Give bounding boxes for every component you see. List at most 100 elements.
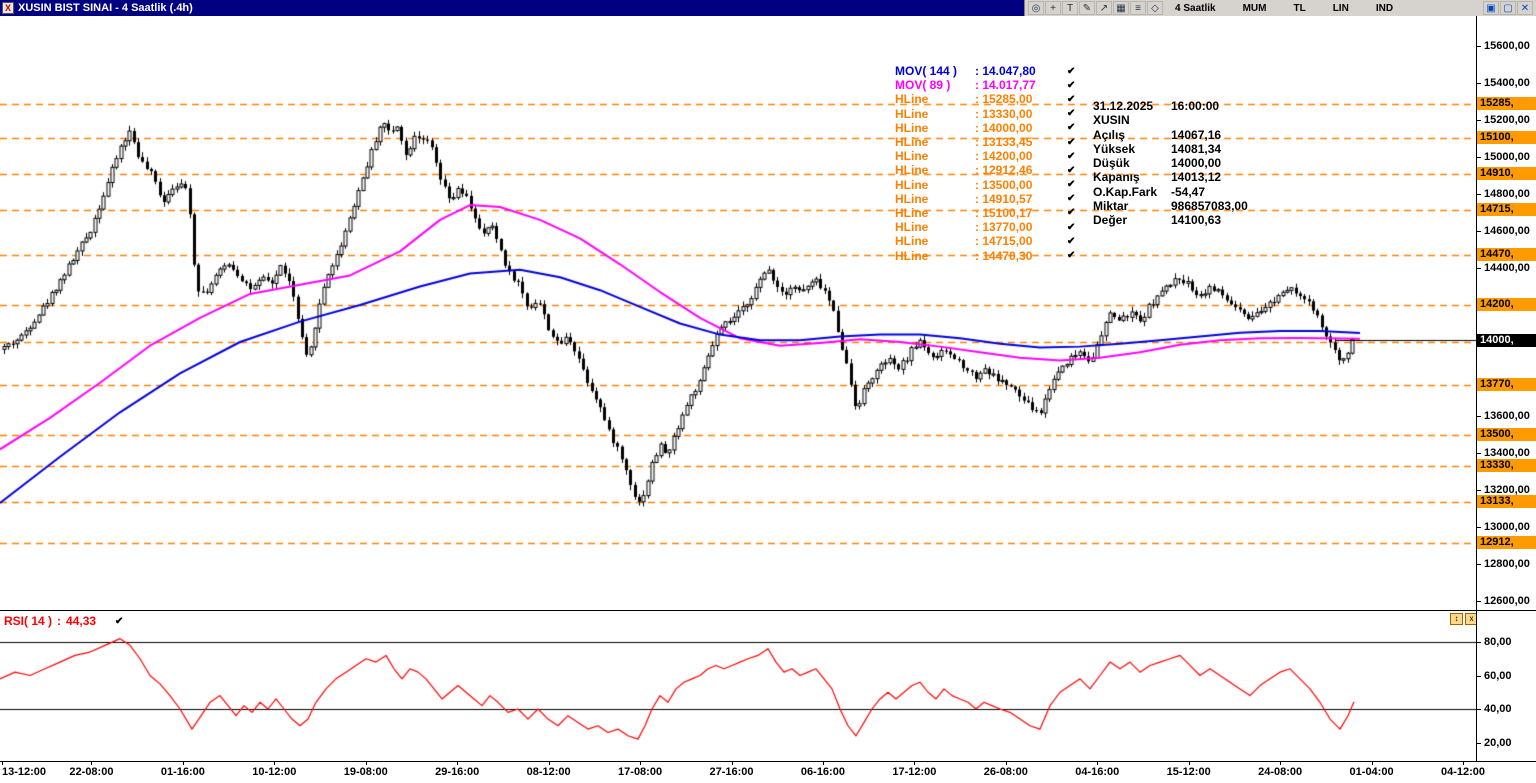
legend-label: HLine xyxy=(895,220,929,235)
settings-icon[interactable]: ◇ xyxy=(1147,1,1163,15)
rsi-axis[interactable]: 80,00 60,00 40,00 20,00 xyxy=(1476,611,1536,761)
price-tick xyxy=(1477,490,1481,491)
price-tick xyxy=(1477,194,1481,195)
rsi-chart-canvas[interactable] xyxy=(0,611,1476,761)
legend-row-hline-9[interactable]: HLine: 15100,17 ✔ xyxy=(895,206,1075,220)
indicator-edit-icon[interactable]: ✔ xyxy=(115,615,124,627)
time-tick xyxy=(1280,762,1281,765)
indicator-edit-icon[interactable]: ✔ xyxy=(1067,235,1076,247)
price-label: 13400,00 xyxy=(1484,447,1530,459)
text-tool-icon[interactable]: T xyxy=(1062,1,1078,15)
draw-tool-icon[interactable]: ✎ xyxy=(1079,1,1095,15)
window-titlebar: X XUSIN BIST SINAI - 4 Saatlik (.4h) ◎ + T… xyxy=(0,0,1536,16)
legend-row-mov-89[interactable]: MOV( 89 ): 14.017,77 ✔ xyxy=(895,78,1075,92)
hline-price-label: 12912, xyxy=(1477,536,1536,550)
legend-row-hline-8[interactable]: HLine: 14910,57 ✔ xyxy=(895,192,1075,206)
main-chart-canvas[interactable] xyxy=(0,16,1476,610)
indicator-select[interactable]: IND xyxy=(1375,2,1394,14)
ohlc-info-box: 31.12.2025 16:00:00 XUSIN Açılış 14067,16 Yük… xyxy=(1093,99,1248,228)
rsi-restore-button[interactable]: ↕ xyxy=(1450,613,1463,625)
legend-value: : 15285,00 xyxy=(975,92,1033,107)
hline-price-label: 14910, xyxy=(1477,166,1536,180)
legend-value: : 14470,30 xyxy=(975,248,1033,263)
indicator-edit-icon[interactable]: ✔ xyxy=(1067,93,1076,105)
time-axis[interactable]: 13-12:00 22-08:00 01-16:00 10-12:00 19-08:00… xyxy=(0,762,1536,783)
scale-select[interactable]: LIN xyxy=(1332,2,1349,14)
hline-price-label: 14715, xyxy=(1477,202,1536,216)
price-tick xyxy=(1477,601,1481,602)
legend-label: HLine xyxy=(895,248,929,263)
indicator-edit-icon[interactable]: ✔ xyxy=(1067,150,1076,162)
legend-row-hline-7[interactable]: HLine: 13500,00 ✔ xyxy=(895,178,1075,192)
price-label: 14600,00 xyxy=(1484,225,1530,237)
grid-icon[interactable]: ▦ xyxy=(1113,1,1129,15)
legend-label: HLine xyxy=(895,120,929,135)
indicator-list-icon[interactable]: ≡ xyxy=(1130,1,1146,15)
legend-row-hline-5[interactable]: HLine: 14200,00 ✔ xyxy=(895,149,1075,163)
hline-price-label: 14200, xyxy=(1477,298,1536,311)
legend-value: : 13500,00 xyxy=(975,177,1033,192)
legend-value: : 14.047,80 xyxy=(975,64,1036,79)
main-chart-panel: MOV( 144 ): 14.047,80 ✔ MOV( 89 ): 14.017,… xyxy=(0,16,1536,610)
indicator-edit-icon[interactable]: ✔ xyxy=(1067,221,1076,233)
indicator-edit-icon[interactable]: ✔ xyxy=(1067,179,1076,191)
legend-row-hline-3[interactable]: HLine: 14000,00 ✔ xyxy=(895,121,1075,135)
zoom-icon[interactable]: ◎ xyxy=(1028,1,1044,15)
info-row: O.Kap.Fark -54,47 xyxy=(1093,185,1248,199)
legend-row-hline-2[interactable]: HLine: 13330,00 ✔ xyxy=(895,107,1075,121)
legend-label: HLine xyxy=(895,163,929,178)
close-panel-icon[interactable]: ✕ xyxy=(1517,1,1533,15)
indicator-edit-icon[interactable]: ✔ xyxy=(1067,65,1076,77)
time-tick xyxy=(1463,762,1464,765)
price-label: 13600,00 xyxy=(1484,410,1530,422)
time-tick xyxy=(91,762,92,765)
chart-type-select[interactable]: MUM xyxy=(1242,2,1267,14)
toolbar-left-icons: ◎ + T ✎ ↗ ▦ ≡ ◇ xyxy=(1028,1,1163,15)
hline-price-label: 13770, xyxy=(1477,377,1536,391)
last-price-label: 14000, xyxy=(1477,333,1536,347)
crosshair-icon[interactable]: + xyxy=(1045,1,1061,15)
price-tick xyxy=(1477,268,1481,269)
trendline-tool-icon[interactable]: ↗ xyxy=(1096,1,1112,15)
new-window-icon[interactable]: ▣ xyxy=(1483,1,1499,15)
indicator-edit-icon[interactable]: ✔ xyxy=(1067,136,1076,148)
legend-value: : 13770,00 xyxy=(975,220,1033,235)
currency-select[interactable]: TL xyxy=(1293,2,1306,14)
legend-row-hline-10[interactable]: HLine : 13770,00 ✔ xyxy=(895,220,1075,234)
legend-row-hline-4[interactable]: HLine: 13133,45 ✔ xyxy=(895,135,1075,149)
legend-label: HLine xyxy=(895,92,929,107)
time-tick xyxy=(914,762,915,765)
time-label: 13-12:00 xyxy=(2,766,47,778)
info-value: 14000,00 xyxy=(1171,156,1222,171)
time-tick xyxy=(366,762,367,765)
indicator-edit-icon[interactable]: ✔ xyxy=(1067,164,1076,176)
rsi-axis-label: 40,00 xyxy=(1484,703,1512,715)
layout-icon[interactable]: ▢ xyxy=(1500,1,1516,15)
time-tick xyxy=(457,762,458,765)
legend-row-hline-1[interactable]: HLine : 15285,00 ✔ xyxy=(895,92,1075,106)
legend-value: : 15100,17 xyxy=(975,205,1033,220)
time-label: 19-08:00 xyxy=(343,766,388,778)
rsi-label: RSI( 14 ) xyxy=(4,614,53,628)
time-label: 24-08:00 xyxy=(1258,766,1303,778)
rsi-axis-label: 60,00 xyxy=(1484,669,1512,682)
legend-row-hline-6[interactable]: HLine: 12912,46 ✔ xyxy=(895,163,1075,177)
indicator-edit-icon[interactable]: ✔ xyxy=(1067,108,1076,120)
period-select[interactable]: 4 Saatlik xyxy=(1175,2,1216,14)
legend-row-mov-144[interactable]: MOV( 144 ): 14.047,80 ✔ xyxy=(895,64,1075,78)
legend-value: : 13133,45 xyxy=(975,135,1033,150)
indicator-edit-icon[interactable]: ✔ xyxy=(1067,122,1076,134)
indicator-edit-icon[interactable]: ✔ xyxy=(1067,79,1076,91)
rsi-panel: RSI( 14 ) : 44,33 ✔ ↕ x 80,00 60,00 40,00 20… xyxy=(0,610,1536,762)
rsi-value: 44,33 xyxy=(66,614,97,628)
legend-row-hline-11[interactable]: HLine: 14715,00 ✔ xyxy=(895,234,1075,248)
indicator-edit-icon[interactable]: ✔ xyxy=(1067,250,1076,262)
price-axis[interactable]: 15600,00 15400,00 15200,00 15000,00 14800,00… xyxy=(1476,16,1536,610)
indicator-edit-icon[interactable]: ✔ xyxy=(1067,207,1076,219)
window-menu-icon[interactable]: X xyxy=(2,2,14,14)
rsi-legend[interactable]: RSI( 14 ) : 44,33 ✔ xyxy=(4,614,123,628)
indicator-edit-icon[interactable]: ✔ xyxy=(1067,193,1076,205)
legend-row-hline-12[interactable]: HLine : 14470,30 ✔ xyxy=(895,248,1076,263)
rsi-tick xyxy=(1477,642,1481,643)
